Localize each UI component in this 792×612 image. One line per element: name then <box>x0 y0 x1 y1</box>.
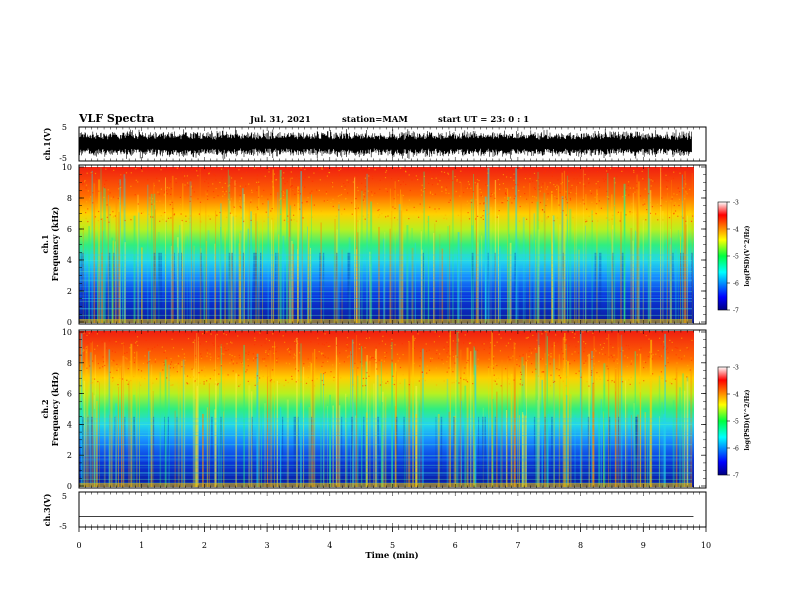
colorbar-tick-label: -7 <box>733 473 739 480</box>
time-tick-label: 4 <box>327 541 332 550</box>
time-tick-label: 7 <box>515 541 520 550</box>
colorbar-tick-label: -5 <box>733 419 739 426</box>
station-label: station=MAM <box>342 115 408 125</box>
colorbar-tick-label: -3 <box>733 200 739 207</box>
colorbar-tick-label: -5 <box>733 254 739 261</box>
ch2-spec-ylabel-frequency: Frequency (kHz) <box>50 371 60 446</box>
frequency-tick-label: 0 <box>67 318 72 327</box>
colorbar-tick-label: -4 <box>733 227 739 234</box>
ch1-waveform-panel: 5 -5 ch.1(V) <box>42 123 707 163</box>
frequency-tick-label: 2 <box>67 287 72 296</box>
ch2-colorbar-label: log(PSD)(V^2/Hz) <box>744 389 751 450</box>
start-time-label: start UT = 23: 0 : 1 <box>438 115 529 125</box>
colorbar-tick-label: -3 <box>733 365 739 372</box>
ch1-waveform-trace <box>79 129 692 159</box>
time-axis-label: Time (min) <box>365 550 418 561</box>
date-label: Jul. 31, 2021 <box>249 115 311 125</box>
frequency-tick-label: 4 <box>67 420 72 429</box>
ch3-wave-ytick-top: 5 <box>62 492 67 501</box>
time-tick-label: 0 <box>76 541 81 550</box>
frequency-tick-label: 2 <box>67 451 72 460</box>
ch2-spec-ylabel-channel: ch.2 <box>40 399 50 418</box>
ch1-colorbar <box>717 201 728 311</box>
time-tick-label: 8 <box>578 541 583 550</box>
frequency-tick-label: 10 <box>62 328 72 337</box>
ch1-colorbar-label: log(PSD)(V^2/Hz) <box>744 225 751 286</box>
time-tick-label: 2 <box>202 541 207 550</box>
figure-title: VLF Spectra <box>78 112 154 125</box>
frequency-tick-label: 0 <box>67 482 72 491</box>
ch3-wave-ylabel: ch.3(V) <box>42 493 52 526</box>
ch3-waveform-panel: 5 -5 ch.3(V) <box>42 491 707 531</box>
frequency-tick-label: 10 <box>62 163 72 172</box>
ch1-spec-ylabel-frequency: Frequency (kHz) <box>50 206 60 281</box>
colorbar-tick-label: -6 <box>733 281 739 288</box>
time-tick-label: 3 <box>265 541 270 550</box>
colorbar-tick-label: -7 <box>733 308 739 315</box>
time-tick-label: 1 <box>139 541 144 550</box>
time-tick-label: 10 <box>701 541 711 550</box>
ch2-colorbar <box>717 366 728 476</box>
ch1-wave-ytick-bottom: -5 <box>59 154 67 163</box>
frequency-tick-label: 6 <box>67 390 72 399</box>
frequency-tick-label: 8 <box>67 359 72 368</box>
frequency-tick-label: 6 <box>67 225 72 234</box>
frequency-tick-label: 8 <box>67 194 72 203</box>
time-tick-label: 6 <box>453 541 458 550</box>
colorbar-tick-label: -6 <box>733 446 739 453</box>
frequency-tick-label: 4 <box>67 256 72 265</box>
colorbar-tick-label: -4 <box>733 392 739 399</box>
ch1-wave-ylabel: ch.1(V) <box>42 127 52 160</box>
time-tick-label: 9 <box>641 541 646 550</box>
time-tick-label: 5 <box>390 541 395 550</box>
ch3-wave-ytick-bottom: -5 <box>59 522 67 531</box>
ch1-spec-ylabel-channel: ch.1 <box>40 234 50 253</box>
time-axis: 0 1 2 3 4 5 6 7 8 9 10 <box>76 527 711 550</box>
ch1-wave-ytick-top: 5 <box>62 123 67 132</box>
